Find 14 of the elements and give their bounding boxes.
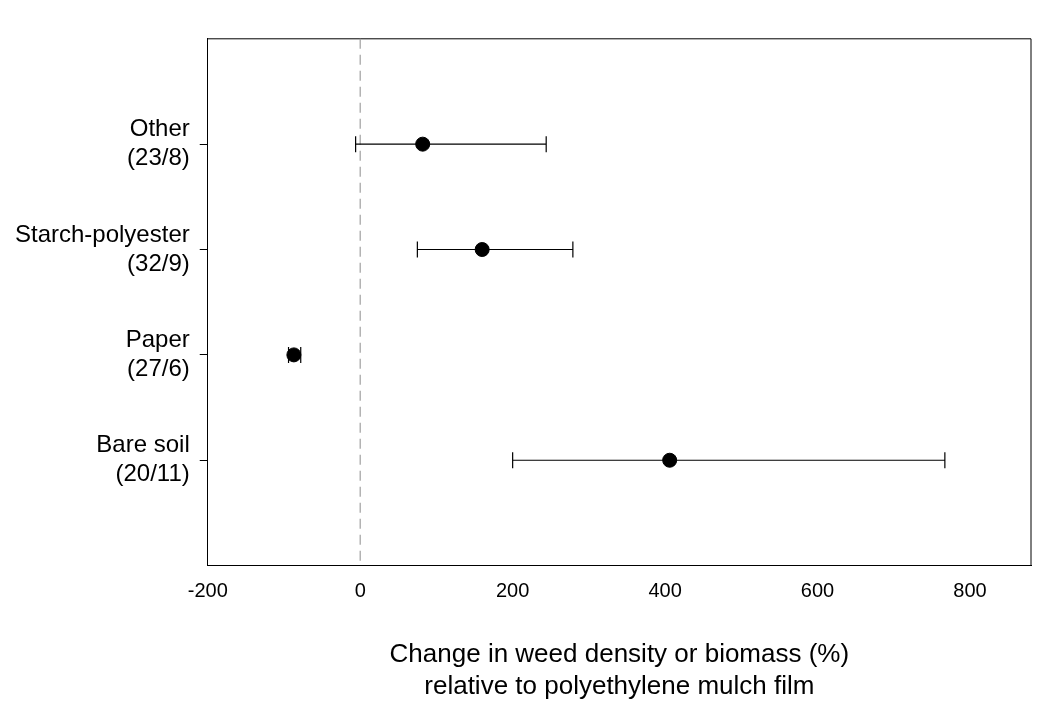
point	[415, 136, 431, 152]
x-tick-label: 400	[648, 579, 682, 602]
point	[662, 452, 678, 468]
x-tick-label: 800	[953, 579, 987, 602]
x-axis-title: Change in weed density or biomass (%) relative to polyethylene mulch film	[389, 638, 850, 700]
y-tick-label: Bare soil (20/11)	[96, 430, 190, 487]
x-tick-label: 200	[495, 579, 530, 602]
y-tick-label: Starch-polyester (32/9)	[14, 219, 190, 276]
x-tick-label: -200	[187, 579, 228, 602]
y-tick-label: Other (23/8)	[127, 114, 190, 171]
point	[474, 242, 490, 258]
x-tick-label: 600	[800, 579, 835, 602]
x-tick-label: 0	[354, 579, 366, 602]
y-tick-label: Paper (27/6)	[125, 325, 190, 381]
